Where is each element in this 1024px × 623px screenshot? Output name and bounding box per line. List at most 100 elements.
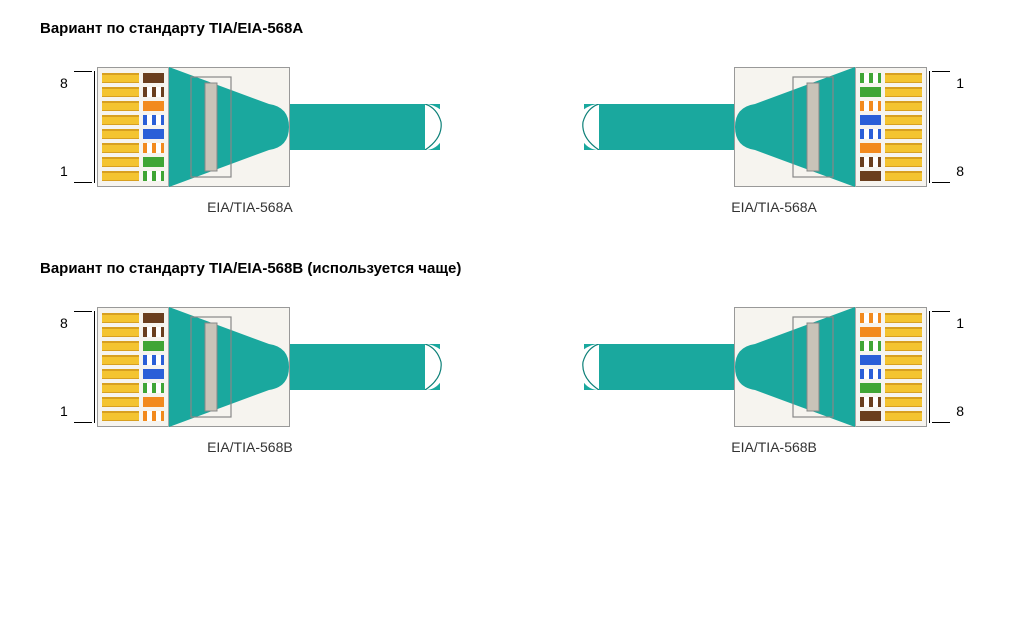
pin-row [860,155,922,169]
taper-area [169,307,289,427]
pin-bracket [929,71,930,183]
pins-block [102,311,164,423]
pin-row [860,325,922,339]
pin-row [102,71,164,85]
pin-row [860,311,922,325]
wire-tip [143,157,164,167]
wire-tip [143,115,164,125]
gold-contact [102,157,140,167]
wire-tip [860,411,881,421]
gold-contact [885,397,923,407]
pin-label-bottom: 8 [956,403,964,419]
connector-standard-label: EIA/TIA-568A [731,199,817,215]
pin-number-labels: 8 1 [60,71,68,183]
connector-standard-label: EIA/TIA-568B [731,439,817,455]
pins-block [102,71,164,183]
wire-tip [860,313,881,323]
gold-contact [102,129,140,139]
pin-row [860,141,922,155]
gold-contact [885,341,923,351]
gold-contact [102,355,140,365]
gold-contact [885,383,923,393]
taper-area [735,307,855,427]
gold-contact [885,101,923,111]
plug-body [97,307,290,427]
gold-contact [102,73,140,83]
pin-bracket [94,71,95,183]
wire-tip [143,143,164,153]
gold-contact [102,115,140,125]
cable-cut-end [425,344,455,390]
gold-contact [102,171,140,181]
cable-jacket [290,104,440,150]
pin-label-bottom: 1 [60,403,68,419]
pin-row [102,99,164,113]
pin-row [860,409,922,423]
wire-tip [143,73,164,83]
pin-label-top: 1 [956,315,964,331]
gold-contact [102,411,140,421]
diagram-row: 8 1 [40,307,984,455]
gold-contact [102,369,140,379]
pin-row [860,99,922,113]
strain-relief [735,67,855,187]
rj45-plug [584,67,927,187]
pin-row [102,367,164,381]
pin-row [860,339,922,353]
pin-number-labels: 8 1 [60,311,68,423]
wiring-section: Вариант по стандарту TIA/EIA-568B (испол… [40,260,984,455]
gold-contact [102,341,140,351]
connector-unit-right: 1 8 [584,67,964,215]
cable-cut-end [425,104,455,150]
wire-tip [860,369,881,379]
plug-divider [855,67,856,187]
wire-tip [143,87,164,97]
cable-cut-end [569,104,599,150]
wire-tip [860,397,881,407]
pin-row [102,141,164,155]
strain-relief [169,307,289,427]
rj45-plug [584,307,927,427]
pin-row [860,113,922,127]
gold-contact [885,313,923,323]
connector-unit-left: 8 1 [60,307,440,455]
pin-row [102,409,164,423]
pin-ticks [932,71,950,183]
gold-contact [102,327,140,337]
pin-row [860,353,922,367]
wire-tip [143,383,164,393]
wire-tip [860,327,881,337]
wire-tip [860,143,881,153]
wire-tip [860,383,881,393]
pin-label-bottom: 1 [60,163,68,179]
connector-unit-right: 1 8 [584,307,964,455]
gold-contact [885,369,923,379]
gold-contact [102,143,140,153]
cable-cut-end [569,344,599,390]
wire-tip [860,157,881,167]
pin-row [860,85,922,99]
pin-label-top: 8 [60,75,68,91]
gold-contact [885,355,923,365]
wire-tip [860,87,881,97]
pin-row [102,353,164,367]
pin-row [102,395,164,409]
gold-contact [102,383,140,393]
wire-tip [860,115,881,125]
wire-tip [860,171,881,181]
wire-tip [860,341,881,351]
wire-tip [860,73,881,83]
wire-tip [143,411,164,421]
gold-contact [102,87,140,97]
pin-row [102,381,164,395]
pin-row [860,127,922,141]
rj45-plug [97,307,440,427]
pin-row [860,381,922,395]
diagram-row: 8 1 [40,67,984,215]
plug-body [734,67,927,187]
wire-tip [143,397,164,407]
pin-row [102,113,164,127]
pin-row [102,339,164,353]
wire-tip [143,129,164,139]
pin-row [860,395,922,409]
